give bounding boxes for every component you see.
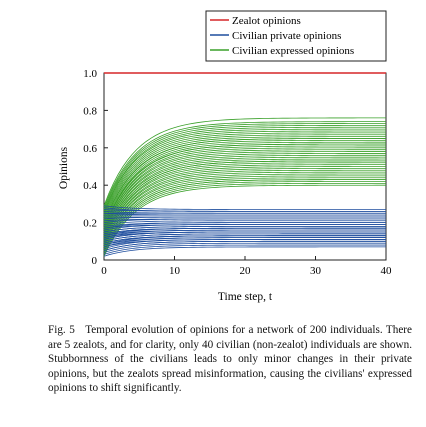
private-opinion-line — [103, 244, 386, 255]
figure-caption: Fig. 5 Temporal evolution of opinions fo… — [48, 323, 412, 396]
figure-caption-text: Temporal evolution of opinions for a net… — [48, 324, 412, 395]
expressed-opinion-line — [103, 143, 386, 229]
private-opinion-line — [103, 233, 386, 242]
private-opinion-line — [103, 229, 386, 237]
private-opinion-line — [103, 227, 386, 235]
expressed-opinion-line — [103, 145, 387, 233]
private-opinion-line — [103, 218, 386, 222]
private-opinion-line — [103, 220, 386, 225]
y-tick-label: 0 — [92, 255, 98, 267]
expressed-opinion-line — [103, 132, 386, 218]
expressed-opinion-line — [103, 179, 386, 251]
expressed-opinion-line — [103, 126, 387, 214]
expressed-opinion-line — [103, 151, 386, 234]
y-tick-label: 0.6 — [83, 143, 97, 155]
expressed-opinion-line — [103, 184, 386, 257]
legend: Zealot opinions Civilian private opinion… — [205, 10, 387, 62]
expressed-opinion-line — [103, 166, 386, 244]
expressed-opinion-line — [103, 117, 387, 206]
expressed-opinion-line — [103, 136, 386, 221]
expressed-opinion-line — [103, 177, 386, 249]
expressed-opinion-line — [103, 164, 386, 242]
expressed-opinion-line — [103, 169, 386, 246]
series-lines — [103, 72, 387, 257]
private-opinion-line — [103, 235, 386, 244]
expressed-opinion-line — [103, 128, 386, 214]
expressed-opinion-line — [103, 175, 386, 248]
expressed-opinion-line — [103, 158, 386, 238]
x-tick-label: 30 — [310, 265, 322, 277]
legend-label-zealot: Zealot opinions — [232, 15, 301, 27]
expressed-opinion-line — [103, 153, 386, 236]
private-opinion-line — [103, 242, 386, 253]
private-opinion-line — [103, 210, 386, 214]
x-axis-label: Time step, t — [218, 291, 273, 303]
private-opinion-line — [103, 212, 386, 216]
legend-box — [205, 10, 387, 62]
private-opinion-line — [103, 207, 386, 212]
private-opinion-line — [103, 237, 386, 246]
x-tick-label: 10 — [169, 265, 181, 277]
expressed-opinion-line — [103, 147, 386, 233]
private-opinion-line — [103, 246, 386, 257]
expressed-opinion-line — [103, 121, 387, 208]
expressed-opinion-line — [103, 130, 386, 216]
expressed-opinion-line — [103, 139, 387, 227]
expressed-opinion-line — [103, 181, 386, 253]
expressed-opinion-line — [103, 182, 386, 255]
private-opinion-line — [103, 222, 386, 227]
expressed-opinion-line — [103, 141, 387, 229]
y-axis-label: Opinions — [58, 146, 70, 189]
expressed-opinion-line — [103, 173, 386, 248]
expressed-opinion-line — [103, 160, 386, 240]
expressed-opinion-line — [103, 124, 387, 212]
expressed-opinion-line — [103, 167, 386, 244]
expressed-opinion-line — [103, 138, 386, 223]
y-tick-label: 1.0 — [83, 68, 97, 80]
private-opinion-line — [103, 225, 386, 233]
y-tick-label: 0.2 — [83, 218, 97, 230]
private-opinion-line — [103, 205, 386, 210]
expressed-opinion-line — [103, 154, 386, 236]
legend-label-private: Civilian private opinions — [232, 30, 341, 42]
x-tick-label: 20 — [240, 265, 252, 277]
expressed-opinion-line — [103, 123, 387, 210]
expressed-opinion-line — [103, 134, 386, 220]
figure-label: Fig. 5 — [48, 324, 75, 336]
x-tick-label: 40 — [381, 265, 393, 277]
private-opinion-line — [103, 239, 386, 248]
expressed-opinion-line — [103, 162, 386, 242]
private-opinion-line — [103, 231, 386, 238]
private-opinion-line — [103, 224, 386, 229]
opinion-evolution-chart: 0 10 20 30 40 0 0.2 0.4 0.6 0.8 1.0 Time step, t O… — [58, 10, 393, 303]
expressed-opinion-line — [103, 149, 386, 234]
expressed-opinion-line — [103, 171, 386, 246]
x-tick-label: 0 — [101, 265, 107, 277]
y-tick-label: 0.4 — [83, 180, 97, 192]
y-tick-label: 0.8 — [83, 105, 97, 117]
legend-label-expressed: Civilian expressed opinions — [232, 45, 354, 57]
private-opinion-line — [103, 240, 386, 252]
expressed-opinion-line — [103, 156, 386, 238]
